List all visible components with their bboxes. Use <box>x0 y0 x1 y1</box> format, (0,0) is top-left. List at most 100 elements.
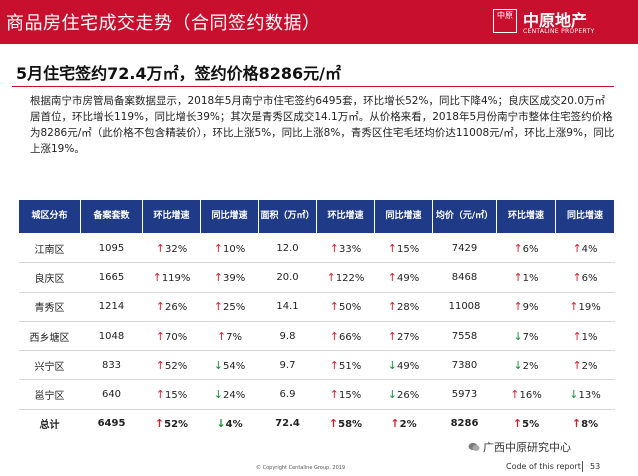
change-value: 119% <box>161 272 191 284</box>
cell-units: 1048 <box>80 321 143 352</box>
column-header: 面积（万㎡） <box>258 199 317 234</box>
cell-area: 9.7 <box>258 350 317 381</box>
arrow-up-icon: ↑ <box>329 329 339 343</box>
arrow-up-icon: ↑ <box>569 300 579 314</box>
change-value: 4% <box>581 243 598 255</box>
cell-value: 8286 <box>450 418 479 430</box>
cell-area: 20.0 <box>258 262 317 293</box>
arrow-up-icon: ↑ <box>510 388 520 402</box>
arrow-down-icon: ↓ <box>216 417 226 431</box>
cell-value: 8468 <box>451 271 478 283</box>
cell-units: 833 <box>80 350 143 381</box>
arrow-up-icon: ↑ <box>390 417 400 431</box>
change-value: 39% <box>222 272 246 284</box>
cell-u-mom: ↑26% <box>142 292 201 322</box>
cell-a-mom: ↑122% <box>316 262 375 293</box>
column-header: 同比增速 <box>200 199 259 234</box>
arrow-up-icon: ↑ <box>572 270 582 284</box>
cell-district: 青秀区 <box>18 292 81 322</box>
cell-district: 兴宁区 <box>18 350 81 381</box>
arrow-down-icon: ↓ <box>213 388 223 402</box>
arrow-up-icon: ↑ <box>155 241 165 255</box>
cell-p-mom: ↓2% <box>496 350 556 381</box>
cell-value: 兴宁区 <box>34 361 65 373</box>
change-value: 58% <box>338 419 363 431</box>
cell-value: 72.4 <box>275 418 300 430</box>
cell-area: 12.0 <box>258 233 317 264</box>
cell-district: 总计 <box>19 409 81 438</box>
arrow-up-icon: ↑ <box>572 329 582 343</box>
wechat-account: 广西中原研究中心 <box>468 439 571 455</box>
change-value: 15% <box>338 390 362 402</box>
arrow-up-icon: ↑ <box>216 329 227 343</box>
logo-seal-icon: 中原 <box>493 9 517 33</box>
cell-p-yoy: ↑6% <box>555 262 615 293</box>
report-code-label: Code of this report <box>506 462 581 471</box>
change-value: 33% <box>338 243 362 255</box>
cell-a-mom: ↑15% <box>316 379 375 410</box>
change-value: 28% <box>396 302 420 314</box>
cell-area: 14.1 <box>258 292 317 322</box>
cell-p-yoy: ↑4% <box>555 233 615 264</box>
cell-value: 7558 <box>451 330 478 342</box>
cell-value: 1214 <box>98 301 125 313</box>
arrow-up-icon: ↑ <box>329 358 339 372</box>
cell-value: 1095 <box>98 242 125 254</box>
arrow-down-icon: ↓ <box>513 329 523 343</box>
cell-value: 总计 <box>39 420 60 432</box>
arrow-up-icon: ↑ <box>513 300 523 314</box>
arrow-up-icon: ↑ <box>326 270 336 284</box>
cell-units: 1095 <box>80 233 143 264</box>
copyright: © Copyright Centaline Group, 2019 <box>256 465 346 471</box>
cell-units: 1665 <box>80 262 143 293</box>
cell-a-mom: ↑50% <box>316 292 375 322</box>
cell-u-mom: ↑32% <box>142 233 201 264</box>
cell-area: 9.8 <box>258 321 317 352</box>
cell-value: 青秀区 <box>34 303 65 315</box>
change-value: 15% <box>164 390 188 402</box>
cell-a-yoy: ↑15% <box>374 233 433 264</box>
change-value: 15% <box>396 243 420 255</box>
arrow-up-icon: ↑ <box>329 300 339 314</box>
cell-value: 7380 <box>451 359 478 371</box>
change-value: 2% <box>399 419 417 431</box>
change-value: 4% <box>225 419 243 431</box>
arrow-up-icon: ↑ <box>512 417 523 431</box>
arrow-down-icon: ↓ <box>513 358 523 372</box>
cell-p-mom: ↑1% <box>496 262 556 293</box>
cell-price: 7558 <box>432 321 497 352</box>
cell-u-yoy: ↓4% <box>201 409 259 438</box>
cell-u-yoy: ↓24% <box>200 379 259 410</box>
cell-p-yoy: ↑1% <box>555 321 615 352</box>
arrow-up-icon: ↑ <box>155 329 165 343</box>
change-value: 122% <box>335 272 365 284</box>
change-value: 6% <box>581 272 598 284</box>
cell-area: 6.9 <box>258 379 317 410</box>
change-value: 54% <box>222 360 246 372</box>
cell-a-yoy: ↓49% <box>374 350 433 381</box>
arrow-up-icon: ↑ <box>513 241 523 255</box>
change-value: 52% <box>164 419 189 431</box>
cell-u-mom: ↑15% <box>142 379 201 410</box>
arrow-up-icon: ↑ <box>155 358 165 372</box>
cell-value: 9.8 <box>279 330 296 342</box>
cell-value: 7429 <box>451 242 478 254</box>
cell-a-yoy: ↑49% <box>374 262 433 293</box>
arrow-up-icon: ↑ <box>387 241 397 255</box>
cell-p-mom: ↑5% <box>497 409 556 438</box>
change-value: 6% <box>522 243 539 255</box>
change-value: 10% <box>222 243 246 255</box>
cell-district: 西乡塘区 <box>18 321 81 352</box>
column-header: 环比增速 <box>496 199 556 234</box>
headline-divider <box>12 86 614 87</box>
table-row: 兴宁区 833 ↑52% ↓54% 9.7 ↑51% ↓49% 7380 ↓2% ↑2% <box>18 350 615 381</box>
column-header: 环比增速 <box>316 199 375 234</box>
cell-value: 640 <box>101 389 122 401</box>
table-row: 青秀区 1214 ↑26% ↑25% 14.1 ↑50% ↑28% 11008 ↑9% ↑19% <box>18 292 615 322</box>
cell-a-yoy: ↑27% <box>374 321 433 352</box>
cell-units: 1214 <box>80 292 143 322</box>
arrow-up-icon: ↑ <box>571 417 582 431</box>
arrow-up-icon: ↑ <box>572 358 582 372</box>
footer-divider <box>582 461 583 472</box>
headline: 5月住宅签约72.4万㎡，签约价格8286元/㎡ <box>16 64 341 83</box>
